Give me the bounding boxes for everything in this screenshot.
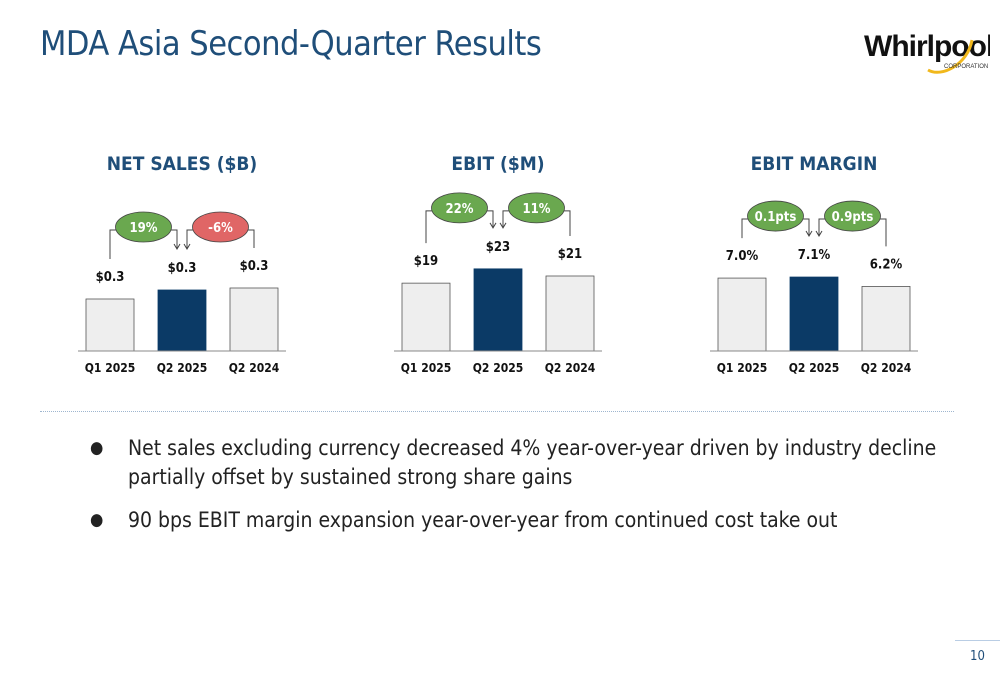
change-label: 19% — [130, 221, 158, 236]
data-label: $0.3 — [168, 261, 197, 276]
ebit-margin-chart: EBIT MARGIN 7.0% Q1 2025 7.1% Q2 2025 6.2% Q2 … — [687, 140, 947, 390]
section-divider — [40, 411, 954, 412]
x-tick-label: Q2 2025 — [789, 361, 840, 375]
bar — [861, 286, 911, 352]
logo-sub: CORPORATION — [944, 64, 988, 70]
bullet-icon: ● — [90, 438, 104, 458]
data-label: 7.1% — [798, 248, 831, 263]
page-number: 10 — [955, 640, 1000, 664]
data-label: 7.0% — [726, 249, 759, 264]
x-tick-label: Q2 2025 — [157, 361, 208, 375]
bar — [229, 287, 279, 352]
change-label: 11% — [523, 202, 551, 217]
change-indicator: 11% — [499, 192, 571, 236]
bullet-text: Net sales excluding currency decreased 4… — [128, 436, 937, 489]
change-oval — [192, 211, 249, 243]
bar — [473, 268, 523, 352]
x-tick-label: Q1 2025 — [85, 361, 136, 375]
x-tick-label: Q1 2025 — [717, 361, 768, 375]
change-arrow — [489, 222, 497, 229]
chart-svg: EBIT MARGIN 7.0% Q1 2025 7.1% Q2 2025 6.2% Q2 … — [710, 153, 918, 375]
chart-svg: EBIT ($M) $19 Q1 2025 $23 Q2 2025 $21 Q2 2024 2… — [394, 153, 602, 375]
bullet-item: ● 90 bps EBIT margin expansion year-over… — [90, 506, 950, 535]
data-label: $19 — [414, 254, 438, 269]
change-indicator: 0.9pts — [815, 200, 887, 247]
change-indicator: -6% — [183, 211, 255, 250]
change-label: 0.1pts — [755, 210, 797, 225]
bullet-list: ● Net sales excluding currency decreased… — [90, 434, 950, 549]
data-label: $21 — [558, 247, 582, 262]
change-oval — [508, 192, 565, 224]
change-arrow — [805, 230, 813, 238]
x-tick-label: Q2 2024 — [545, 361, 596, 375]
bullet-item: ● Net sales excluding currency decreased… — [90, 434, 950, 492]
change-label: -6% — [208, 221, 233, 236]
page-title: MDA Asia Second-Quarter Results — [40, 24, 542, 64]
change-oval — [115, 211, 172, 243]
x-tick-label: Q2 2024 — [861, 361, 912, 375]
change-arrow — [499, 222, 507, 229]
change-arrow — [815, 230, 823, 238]
change-oval — [747, 200, 804, 232]
chart-title: EBIT MARGIN — [751, 153, 878, 175]
change-arrow — [173, 243, 181, 250]
ebit-chart: EBIT ($M) $19 Q1 2025 $23 Q2 2025 $21 Q2 2024 2… — [371, 140, 631, 390]
whirlpool-logo: Whirlpool CORPORATION — [864, 30, 990, 74]
change-oval — [431, 192, 488, 224]
change-label: 0.9pts — [832, 210, 874, 225]
data-label: 6.2% — [870, 257, 903, 272]
change-indicator: 0.1pts — [741, 200, 813, 239]
change-oval — [824, 200, 881, 232]
chart-title: NET SALES ($B) — [107, 153, 258, 175]
bullet-icon: ● — [90, 510, 104, 530]
bar — [789, 276, 839, 352]
chart-svg: NET SALES ($B) $0.3 Q1 2025 $0.3 Q2 2025 $0.3… — [78, 153, 286, 375]
x-tick-label: Q2 2025 — [473, 361, 524, 375]
bullet-text: 90 bps EBIT margin expansion year-over-y… — [128, 508, 838, 532]
bar — [545, 275, 595, 352]
change-indicator: 19% — [109, 211, 181, 259]
net-sales-chart: NET SALES ($B) $0.3 Q1 2025 $0.3 Q2 2025 $0.3… — [55, 140, 315, 390]
data-label: $0.3 — [240, 259, 269, 274]
change-label: 22% — [446, 202, 474, 217]
bar — [401, 282, 451, 352]
x-tick-label: Q2 2024 — [229, 361, 280, 375]
bar — [157, 289, 207, 352]
x-tick-label: Q1 2025 — [401, 361, 452, 375]
change-indicator: 22% — [425, 192, 497, 244]
data-label: $0.3 — [96, 270, 125, 285]
bar — [717, 277, 767, 352]
data-label: $23 — [486, 240, 510, 255]
change-arrow — [183, 243, 191, 250]
bar — [85, 298, 135, 352]
logo-swoosh — [927, 39, 974, 74]
chart-title: EBIT ($M) — [451, 153, 544, 175]
